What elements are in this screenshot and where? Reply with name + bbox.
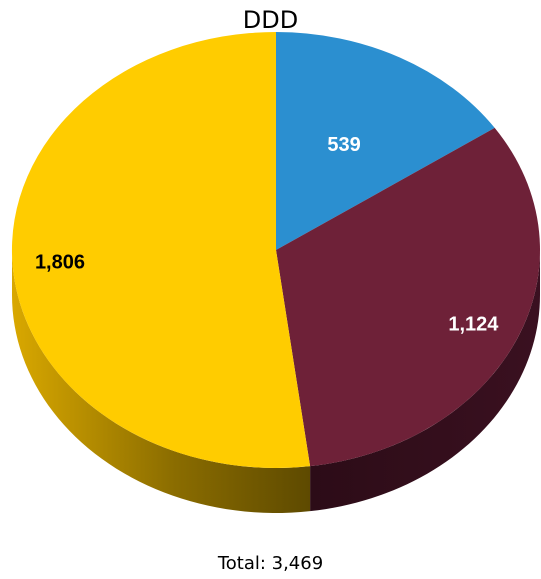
chart-title: DDD xyxy=(242,6,299,34)
pie-sides xyxy=(12,250,540,513)
slice-label-1: 1,124 xyxy=(448,313,499,335)
pie-tops xyxy=(11,32,540,469)
pie-side-2 xyxy=(12,250,311,513)
slice-label-2: 1,806 xyxy=(35,252,85,274)
pie-slice-1 xyxy=(276,127,540,467)
pie-side-1 xyxy=(310,250,540,512)
pie-slice-0 xyxy=(276,32,495,250)
pie-labels: 539 1,124 1,806 xyxy=(35,134,499,335)
slice-label-0: 539 xyxy=(327,134,360,156)
total-label: Total: 3,469 xyxy=(217,553,324,574)
pie-slice-2 xyxy=(11,32,311,469)
